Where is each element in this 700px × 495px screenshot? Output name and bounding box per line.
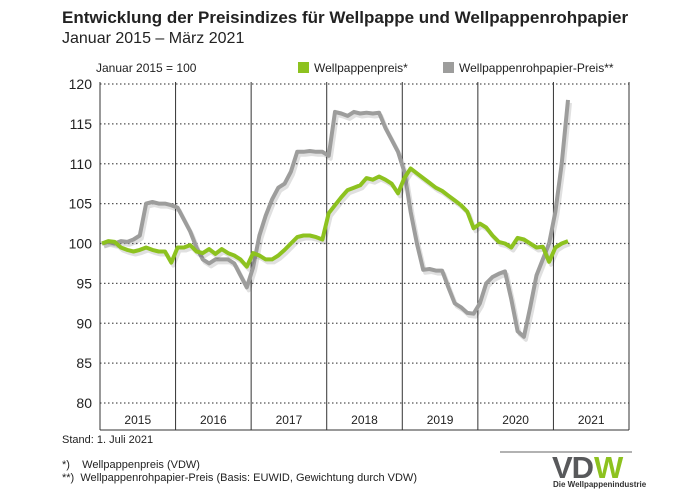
y-tick-label: 80 [76, 395, 92, 411]
stand-date: Stand: 1. Juli 2021 [62, 434, 154, 446]
series-shadow [103, 102, 572, 342]
x-tick-label: 2021 [578, 413, 605, 427]
y-tick-label: 100 [69, 236, 93, 252]
y-tick-label: 90 [76, 315, 92, 331]
series-line-rohpapierpreis [101, 99, 570, 339]
y-tick-label: 85 [76, 355, 92, 371]
legend-swatch [443, 62, 454, 73]
chart-subtitle: Januar 2015 – März 2021 [62, 30, 245, 47]
y-tick-label: 115 [70, 116, 93, 132]
x-tick-label: 2019 [427, 413, 454, 427]
x-tick-label: 2017 [276, 413, 303, 427]
footnote-1: *) Wellpappenpreis (VDW) [62, 459, 200, 471]
x-tick-label: 2020 [502, 413, 529, 427]
y-tick-label: 105 [69, 196, 93, 212]
legend-label: Wellpappenrohpapier-Preis** [459, 61, 614, 75]
x-tick-label: 2015 [124, 413, 151, 427]
y-tick-label: 120 [69, 76, 93, 92]
series-line-wellpappenpreis [101, 166, 569, 269]
legend-swatch [298, 62, 309, 73]
legend-label: Wellpappenpreis* [314, 61, 408, 75]
y-tick-label: 110 [70, 156, 93, 172]
x-tick-label: 2018 [351, 413, 378, 427]
base-note: Januar 2015 = 100 [96, 61, 197, 75]
y-tick-label: 95 [76, 275, 92, 291]
chart-title: Entwicklung der Preisindizes für Wellpap… [62, 8, 629, 27]
footnote-2: **) Wellpappenrohpapier-Preis (Basis: EU… [62, 472, 417, 484]
logo-subtitle: Die Wellpappenindustrie [553, 480, 647, 489]
x-tick-label: 2016 [200, 413, 227, 427]
